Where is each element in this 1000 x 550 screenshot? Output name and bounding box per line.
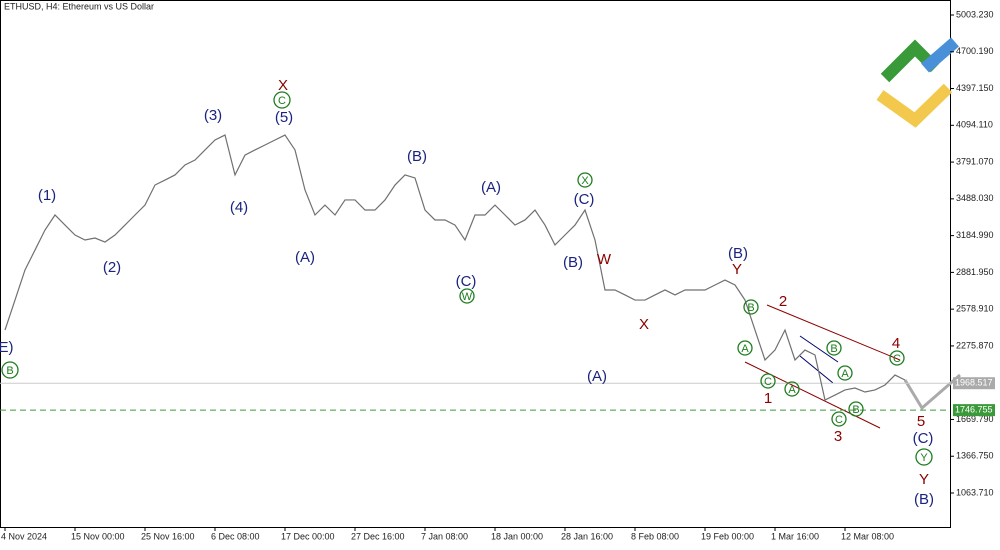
wave-circle [848,401,864,417]
wave-label: Y [920,452,928,464]
wave-label: C [764,376,772,388]
wave-circle [577,172,593,188]
level-box [953,404,995,417]
current-price-box [953,377,995,390]
wave-label: (4) [230,199,248,216]
y-tick-label: 3488.030 [956,193,994,203]
wave-label: (C) [913,430,934,447]
wave-circle [743,299,759,315]
x-tick-label: 6 Dec 08:00 [211,531,260,541]
wave-label: (B) [563,254,583,271]
wave-label: X [278,77,288,94]
wave-label: (2) [103,259,121,276]
wave-label: W [597,251,612,268]
chart-title: ETHUSD, H4: Ethereum vs US Dollar [4,1,154,11]
wave-label: C [278,95,286,107]
y-tick-label: 4397.150 [956,83,994,93]
wave-circle [273,91,291,109]
wave-channel [744,304,901,429]
wave-circle [889,350,905,366]
wave-label: 4 [892,335,900,352]
plot-frame [0,0,951,528]
wave-label: A [741,343,749,355]
y-tick-label: 4094.110 [956,120,993,130]
wave-label: (5) [275,109,293,126]
wave-label: W [462,291,473,303]
wave-circle [737,340,753,356]
wave-label: (B) [914,491,934,508]
wave-label: A [841,368,849,380]
wave-label: E) [0,339,14,356]
wave-label: 3 [834,428,842,445]
logo [876,37,959,128]
wave-label: X [581,175,589,187]
wave-label: C [835,414,843,426]
y-tick-label: 1669.790 [956,414,994,424]
x-tick-label: 12 Mar 08:00 [841,531,894,541]
wave-label: Y [919,471,929,488]
wave-label: B [6,365,13,377]
y-tick-label: 1366.750 [956,451,994,461]
wave-label: B [747,302,754,314]
wave-label: B [830,343,837,355]
wave-label: A [788,384,796,396]
wave-circle [915,448,933,466]
x-tick-label: 25 Nov 16:00 [141,531,195,541]
wave-label: 1 [764,390,772,407]
wave-label: B [852,404,859,416]
wave-circle [459,288,475,304]
wave-circle [831,411,847,427]
price-line [4,134,906,401]
wave-label: Y [732,261,742,278]
wave-label: (A) [481,179,501,196]
x-tick-label: 1 Mar 16:00 [771,531,819,541]
x-tick-label: 28 Jan 16:00 [561,531,613,541]
y-tick-label: 3184.990 [956,230,994,240]
wave-circle [837,365,853,381]
sub-channel [799,335,839,384]
wave-label: (3) [204,107,222,124]
y-tick-label: 1063.710 [956,487,994,497]
wave-label: C [893,353,901,365]
wave-circle [784,381,800,397]
x-tick-label: 7 Jan 08:00 [421,531,468,541]
x-tick-label: 15 Nov 00:00 [71,531,125,541]
y-tick-label: 2881.950 [956,267,994,277]
x-tick-label: 4 Nov 2024 [1,531,47,541]
x-tick-label: 27 Dec 16:00 [351,531,405,541]
wave-label: (A) [295,249,315,266]
wave-label: 5 [917,413,925,430]
wave-label: 2 [779,293,787,310]
wave-label: (1) [38,187,56,204]
y-tick-label: 5003.230 [956,9,994,19]
wave-label: (C) [574,191,595,208]
wave-circle [1,361,19,379]
wave-label: (C) [456,273,477,290]
y-tick-label: 2275.870 [956,340,994,350]
x-tick-label: 19 Feb 00:00 [701,531,754,541]
x-tick-label: 18 Jan 00:00 [491,531,543,541]
wave-label: (A) [587,368,607,385]
projection [903,373,961,411]
y-tick-label: 2578.910 [956,304,994,314]
wave-label: (B) [728,245,748,262]
current-price-label: 1968.517 [955,378,993,388]
y-tick-label: 3791.070 [956,156,994,166]
wave-label: X [639,316,649,333]
wave-circle [826,340,842,356]
wave-circle [760,373,776,389]
x-tick-label: 17 Dec 00:00 [281,531,335,541]
x-tick-label: 8 Feb 08:00 [631,531,679,541]
wave-label: (B) [407,148,427,165]
y-tick-label: 4700.190 [956,46,994,56]
level-label: 1746.755 [955,404,993,414]
